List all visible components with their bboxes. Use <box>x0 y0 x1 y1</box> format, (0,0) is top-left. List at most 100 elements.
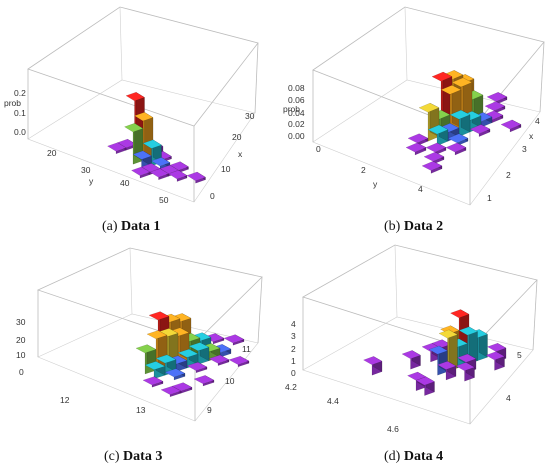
bar-top-face <box>223 334 245 344</box>
panel-b-caption-title: Data 2 <box>404 219 443 234</box>
panel-c-bar <box>228 355 250 368</box>
bar-top-face <box>146 330 168 340</box>
bar-top-face <box>484 101 506 111</box>
bar-top-face <box>458 326 478 336</box>
panel-b-ytick: 4 <box>418 184 423 194</box>
panel-c-xtick: 9 <box>207 405 212 415</box>
panel-d-bar <box>428 345 448 376</box>
bar-top-face <box>142 376 164 386</box>
bar-top-face <box>135 344 157 354</box>
bar-top-face <box>186 361 208 371</box>
panel-c-bar <box>144 361 166 380</box>
bar-top-face <box>418 102 440 113</box>
panel-c-bar <box>177 348 199 369</box>
panel-c-bar <box>193 375 215 387</box>
panel-c-caption-title: Data 3 <box>123 449 162 464</box>
bar-top-face <box>151 157 171 167</box>
panel-d-ytick: 4.2 <box>285 382 297 392</box>
panel-d-xtick: 4 <box>506 393 511 403</box>
bar-top-face <box>188 342 210 352</box>
panel-c-bar <box>160 385 182 398</box>
panel-b-bar <box>425 142 447 156</box>
panel-a-ytick: 50 <box>159 195 169 205</box>
bar-top-face <box>171 382 193 392</box>
panel-c-bar <box>164 368 186 381</box>
panel-c-bars <box>135 311 250 398</box>
panel-b-zlabel: prob <box>283 104 300 114</box>
bar-top-face <box>164 368 186 378</box>
panel-a-ylabel: y <box>89 176 94 186</box>
bar-top-face <box>155 354 177 364</box>
panel-b-xtick: 2 <box>506 170 511 180</box>
panel-b-xtick: 1 <box>487 193 492 203</box>
bar-top-face <box>423 151 445 162</box>
panel-b-bar <box>486 91 508 105</box>
panel-a-plot: prob 0.2 0.1 0.0 20 30 40 50 y 30 20 10 … <box>4 6 259 234</box>
panel-c-bar <box>210 343 232 358</box>
panel-a-caption-letter: (a) <box>102 219 118 234</box>
bar-top-face <box>455 362 475 372</box>
panel-c-xtick: 11 <box>242 344 251 354</box>
panel-d-bar <box>485 351 505 371</box>
panel-d-ztick: 2 <box>291 344 296 354</box>
panel-b-bar <box>484 101 506 114</box>
panel-b-bar <box>423 151 445 165</box>
panel-d-bar <box>437 360 457 381</box>
panel-d-ztick: 3 <box>291 331 296 341</box>
panel-b-bar <box>421 160 443 174</box>
bar-top-face <box>415 376 435 386</box>
panel-d-ytick: 4.6 <box>387 424 399 434</box>
bar-top-face <box>401 350 421 360</box>
panel-d-bar <box>458 326 478 365</box>
panel-c-bar <box>188 342 210 365</box>
panel-a-ytick: 30 <box>81 165 91 175</box>
panel-b-bar <box>407 133 429 147</box>
panel-d-caption-letter: (d) <box>384 449 401 464</box>
panel-d-bar <box>455 362 475 382</box>
panel-a-ztick: 0.2 <box>14 88 26 98</box>
panel-a-ztick: 0.0 <box>14 127 26 137</box>
bar-top-face <box>486 92 508 102</box>
panel-d-ztick: 1 <box>291 356 296 366</box>
panel-a-bar <box>107 142 127 155</box>
bar-top-face <box>421 161 443 171</box>
bar-top-face <box>169 161 189 171</box>
panel-a-bars <box>107 91 206 184</box>
panel-b-caption: (b) Data 2 <box>384 219 443 234</box>
panel-b-ytick: 0 <box>316 144 321 154</box>
panel-d-bar <box>438 329 458 372</box>
panel-c-ztick: 10 <box>16 350 26 360</box>
panel-d-ytick: 4.4 <box>327 396 339 406</box>
panel-d-xtick: 5 <box>517 350 522 360</box>
panel-a-zlabel: prob <box>4 98 21 108</box>
panel-b-xtick: 3 <box>522 144 527 154</box>
panel-c-ztick: 0 <box>19 367 24 377</box>
bar-top-face <box>457 353 477 363</box>
panel-a-ztick: 0.1 <box>14 108 26 118</box>
panel-d-plot: 4 3 2 1 0 4.2 4.4 4.6 5 4 (d) Data 4 <box>285 244 538 464</box>
panel-d-bar <box>401 350 421 370</box>
panel-b-bar <box>449 109 471 137</box>
bar-top-face <box>431 71 453 82</box>
bar-top-face <box>447 133 469 144</box>
panel-d-bar <box>363 356 383 376</box>
panel-b-box <box>312 6 545 206</box>
bar-top-face <box>125 91 145 102</box>
bar-top-face <box>142 139 162 149</box>
panel-a-bar <box>132 150 152 170</box>
panel-c-ytick: 13 <box>136 405 146 415</box>
panel-c-bar <box>171 382 193 394</box>
panel-c-bar <box>142 376 164 388</box>
panel-a-caption: (a) Data 1 <box>102 219 160 234</box>
panel-d-box <box>302 244 538 425</box>
bar-top-face <box>469 124 491 134</box>
panel-c-plot: 30 20 10 0 12 13 11 10 9 (c) Data 3 <box>16 247 263 464</box>
panel-b-xtick: 4 <box>535 116 540 126</box>
panel-a-xtick: 10 <box>221 164 231 174</box>
panel-b-ztick: 0.08 <box>288 83 305 93</box>
bar-top-face <box>134 112 154 122</box>
panel-c-caption: (c) Data 3 <box>104 449 162 464</box>
panel-b-bars <box>405 69 522 174</box>
panel-c-xtick: 10 <box>225 376 235 386</box>
